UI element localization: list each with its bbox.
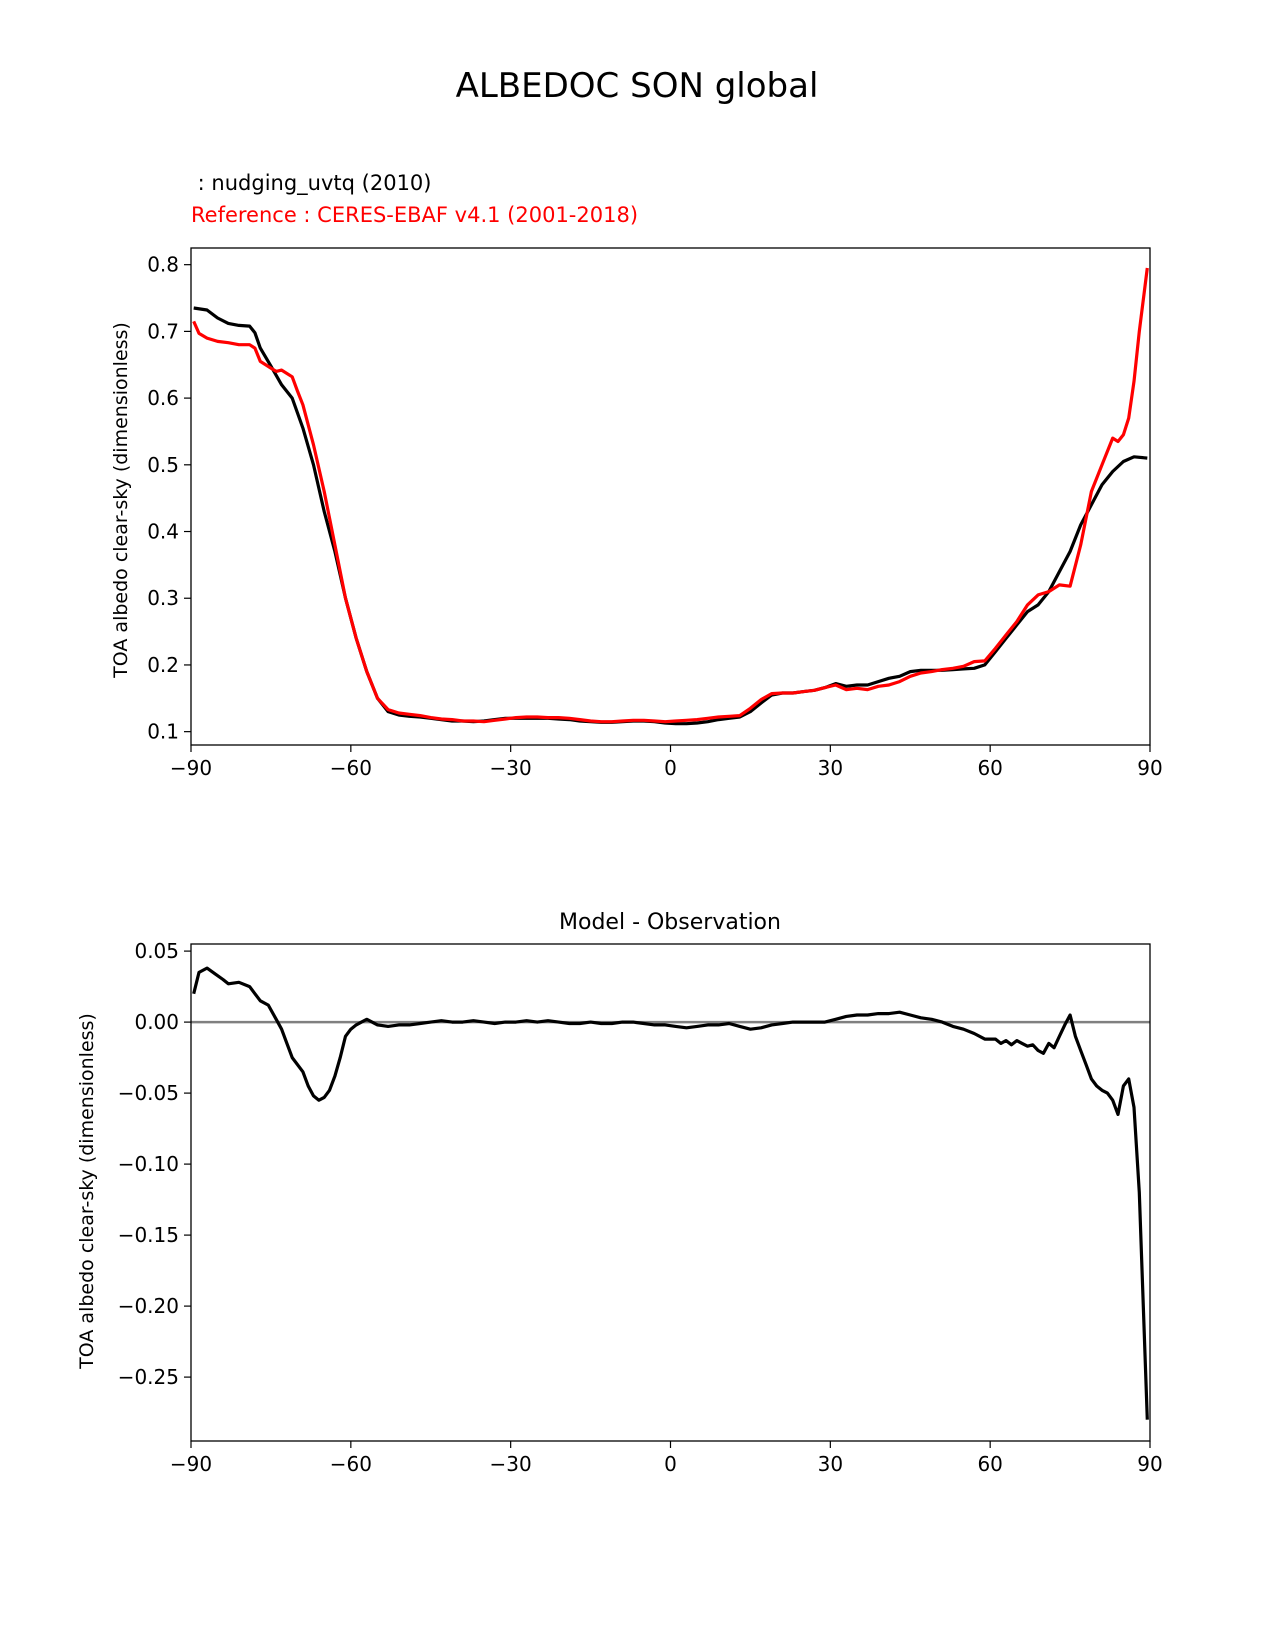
y-tick-label: 0.5 <box>147 453 179 477</box>
figure-title: ALBEDOC SON global <box>456 66 819 106</box>
x-tick-label: 90 <box>1137 756 1162 780</box>
y-tick-label: −0.10 <box>118 1152 179 1176</box>
x-tick-label: −30 <box>490 756 532 780</box>
top-plot-area <box>192 267 1149 726</box>
x-tick-label: −90 <box>170 756 212 780</box>
bottom-panel: Model - Observation TOA albedo clear-sky… <box>76 910 1163 1476</box>
y-tick-label: −0.15 <box>118 1223 179 1247</box>
top-panel: : nudging_uvtq (2010) Reference : CERES-… <box>110 171 1163 780</box>
y-tick-label: 0.3 <box>147 586 179 610</box>
y-tick-label: 0.4 <box>147 520 179 544</box>
x-tick-label: −60 <box>330 1452 372 1476</box>
model-series-line <box>192 966 1149 1420</box>
x-tick-label: −30 <box>490 1452 532 1476</box>
y-tick-label: −0.05 <box>118 1081 179 1105</box>
y-tick-label: 0.00 <box>134 1010 179 1034</box>
y-tick-label: −0.20 <box>118 1294 179 1318</box>
top-axis-ticks: −90 −60 −30 0 30 60 90 0.1 0.2 0.3 0.4 0.5 0.6 0.7 0.8 <box>147 253 1163 780</box>
x-tick-label: −90 <box>170 1452 212 1476</box>
y-tick-label: −0.25 <box>118 1365 179 1389</box>
y-tick-label: 0.7 <box>147 319 179 343</box>
x-tick-label: 30 <box>818 756 843 780</box>
y-tick-label: 0.1 <box>147 720 179 744</box>
bottom-title: Model - Observation <box>559 910 781 935</box>
x-tick-label: 60 <box>977 1452 1002 1476</box>
y-tick-label: 0.6 <box>147 386 179 410</box>
y-tick-label: 0.05 <box>134 939 179 963</box>
y-tick-label: 0.8 <box>147 253 179 277</box>
x-tick-label: 0 <box>664 1452 677 1476</box>
x-tick-label: 60 <box>977 756 1002 780</box>
model-series-line <box>193 306 1148 726</box>
bottom-plot-area <box>191 966 1150 1420</box>
reference-series-line <box>192 267 1149 724</box>
model-subtitle: : nudging_uvtq (2010) <box>191 171 432 196</box>
x-tick-label: −60 <box>330 756 372 780</box>
bottom-axes-frame <box>190 943 1151 1442</box>
x-tick-label: 0 <box>664 756 677 780</box>
y-tick-label: 0.2 <box>147 653 179 677</box>
reference-subtitle: Reference : CERES-EBAF v4.1 (2001-2018) <box>191 203 638 227</box>
x-tick-label: 90 <box>1137 1452 1162 1476</box>
x-tick-label: 30 <box>818 1452 843 1476</box>
bottom-axis-ticks: −90 −60 −30 0 30 60 90 0.05 0.00 −0.05 −0.10 −0.15 −… <box>118 939 1163 1476</box>
top-axes-frame <box>190 247 1151 746</box>
bottom-ylabel: TOA albedo clear-sky (dimensionless) <box>76 1013 98 1370</box>
top-ylabel: TOA albedo clear-sky (dimensionless) <box>110 322 132 679</box>
